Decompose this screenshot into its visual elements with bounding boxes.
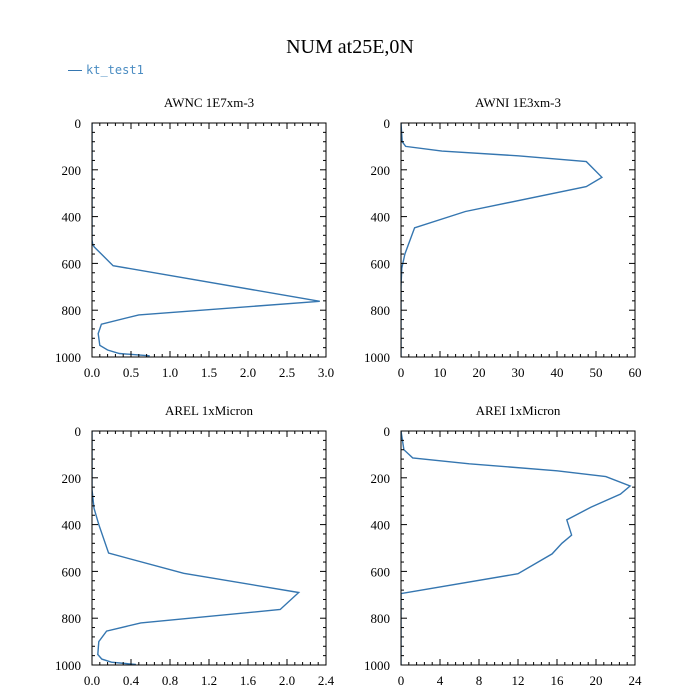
x-tick-label: 30 [512, 365, 525, 380]
y-tick-label: 800 [371, 611, 391, 626]
y-tick-label: 400 [371, 210, 391, 225]
series-line-kt_test1 [401, 431, 632, 665]
x-tick-label: 0.4 [123, 673, 140, 688]
x-tick-label: 50 [590, 365, 603, 380]
chart-title: AWNC 1E7xm-3 [164, 95, 254, 110]
y-tick-label: 800 [62, 303, 82, 318]
chart-panel-1: AWNC 1E7xm-3 0.0 0.5 1.0 1.5 2.0 2.5 3.0 0 200 400… [55, 95, 334, 380]
y-tick-label: 600 [62, 564, 82, 579]
x-tick-label: 20 [473, 365, 486, 380]
y-tick-label: 0 [75, 424, 82, 439]
x-tick-label: 0.0 [84, 365, 100, 380]
chart-title: AREL 1xMicron [165, 403, 253, 418]
x-tick-label: 2.5 [279, 365, 295, 380]
x-tick-label: 4 [437, 673, 444, 688]
x-tick-label: 2.4 [318, 673, 335, 688]
chart-title: AWNI 1E3xm-3 [475, 95, 561, 110]
y-tick-label: 200 [62, 471, 82, 486]
y-tick-label: 1000 [55, 658, 81, 673]
x-tick-label: 1.6 [240, 673, 257, 688]
plot-frame [91, 122, 327, 358]
x-tick-label: 1.2 [201, 673, 217, 688]
chart-title: AREI 1xMicron [476, 403, 561, 418]
y-tick-label: 600 [62, 256, 82, 271]
x-tick-label: 0.5 [123, 365, 139, 380]
series-line-kt_test1 [401, 123, 604, 357]
y-tick-label: 400 [62, 518, 82, 533]
y-tick-label: 600 [371, 256, 391, 271]
x-tick-label: 0 [398, 673, 405, 688]
x-tick-label: 60 [629, 365, 642, 380]
y-tick-label: 1000 [55, 350, 81, 365]
x-tick-label: 2.0 [279, 673, 295, 688]
plot-frame [400, 430, 636, 666]
y-tick-label: 0 [384, 424, 391, 439]
y-tick-label: 400 [62, 210, 82, 225]
y-tick-label: 0 [384, 116, 391, 131]
x-tick-label: 2.0 [240, 365, 256, 380]
chart-panel-4: AREI 1xMicron 0 4 8 12 16 20 24 0 200 400 600 800 100… [364, 403, 642, 688]
x-tick-label: 1.0 [162, 365, 178, 380]
x-tick-label: 1.5 [201, 365, 217, 380]
chart-panel-3: AREL 1xMicron 0.0 0.4 0.8 1.2 1.6 2.0 2.4 0 200 40… [55, 403, 335, 688]
y-tick-label: 200 [62, 163, 82, 178]
y-tick-label: 600 [371, 564, 391, 579]
x-tick-label: 0.8 [162, 673, 178, 688]
x-tick-label: 20 [590, 673, 603, 688]
y-tick-label: 1000 [364, 658, 390, 673]
plot-frame [400, 122, 636, 358]
x-tick-label: 0 [398, 365, 405, 380]
y-tick-label: 800 [371, 303, 391, 318]
y-tick-label: 0 [75, 116, 82, 131]
plot-frame [91, 430, 327, 666]
y-tick-label: 800 [62, 611, 82, 626]
x-tick-label: 0.0 [84, 673, 100, 688]
y-tick-label: 200 [371, 471, 391, 486]
y-tick-label: 200 [371, 163, 391, 178]
x-tick-label: 16 [551, 673, 565, 688]
x-tick-label: 8 [476, 673, 483, 688]
y-tick-label: 1000 [364, 350, 390, 365]
x-tick-label: 40 [551, 365, 564, 380]
y-tick-label: 400 [371, 518, 391, 533]
x-tick-label: 3.0 [318, 365, 334, 380]
legend: kt_test1 [68, 62, 144, 78]
chart-panel-2: AWNI 1E3xm-30 10 20 30 40 50 60020040060080010… [364, 95, 642, 380]
x-tick-label: 10 [434, 365, 447, 380]
page-title: NUM at25E,0N [286, 36, 414, 58]
series-line-kt_test1 [92, 123, 320, 357]
x-tick-label: 24 [629, 673, 643, 688]
series-line-kt_test1 [92, 431, 301, 665]
x-tick-label: 12 [512, 673, 525, 688]
legend-line-swatch [68, 69, 82, 71]
legend-label: kt_test1 [86, 63, 144, 77]
